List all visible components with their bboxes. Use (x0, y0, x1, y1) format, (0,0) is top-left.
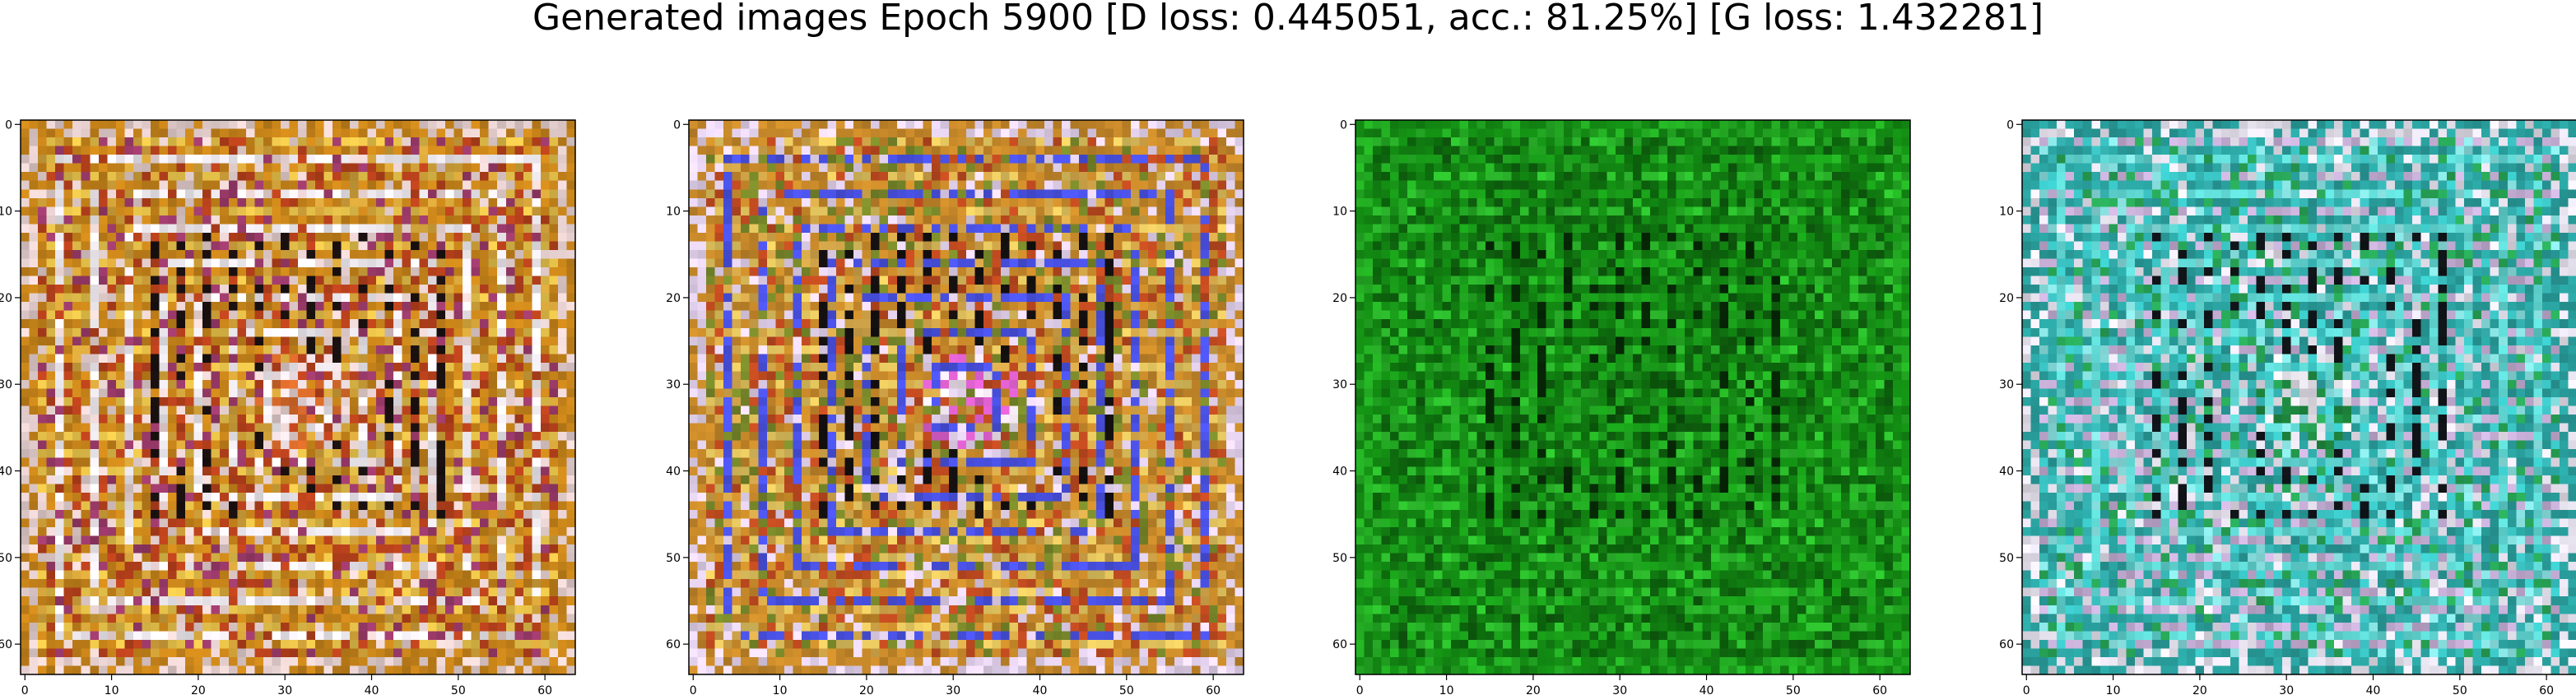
image-panel-1: 0 10 20 30 40 50 60 0 10 20 30 40 50 60 (0, 118, 576, 695)
generated-image-4 (2022, 120, 2576, 674)
y-tick-label: 40 (1332, 466, 1347, 479)
y-tick-label: 60 (666, 638, 681, 651)
image-panel-4: 0 10 20 30 40 50 60 0 10 20 30 40 50 60 (1999, 118, 2576, 695)
y-tick-label: 0 (5, 118, 12, 132)
x-tick-label: 40 (2366, 684, 2381, 695)
x-tick-label: 10 (2106, 684, 2121, 695)
y-tick-label: 10 (0, 206, 12, 219)
x-tick-label: 30 (2279, 684, 2294, 695)
x-tick-label: 30 (946, 684, 960, 695)
x-tick-label: 20 (859, 684, 874, 695)
x-tick-label: 60 (537, 684, 552, 695)
axes-frame (20, 119, 576, 675)
image-panel-2: 0 10 20 30 40 50 60 0 10 20 30 40 50 60 (666, 118, 1244, 695)
x-tick-label: 30 (1612, 684, 1627, 695)
axes-frame (2021, 119, 2576, 675)
y-tick-label: 20 (1999, 292, 2014, 305)
generated-image-2 (689, 120, 1244, 674)
y-tick-label: 30 (1332, 378, 1347, 392)
figure-title: Generated images Epoch 5900 [D loss: 0.4… (532, 0, 2044, 39)
y-tick-label: 40 (0, 466, 12, 479)
y-tick-label: 50 (1999, 552, 2014, 565)
y-tick-label: 40 (666, 466, 681, 479)
image-panel-3: 0 10 20 30 40 50 60 0 10 20 30 40 50 60 (1332, 118, 1911, 695)
x-tick-label: 0 (21, 684, 29, 695)
x-tick-label: 50 (2453, 684, 2467, 695)
x-tick-label: 40 (365, 684, 379, 695)
x-tick-label: 20 (2192, 684, 2207, 695)
x-tick-label: 60 (1206, 684, 1221, 695)
x-tick-label: 10 (105, 684, 119, 695)
y-tick-label: 30 (666, 378, 681, 392)
y-tick-label: 50 (0, 552, 12, 565)
y-tick-label: 0 (2006, 118, 2014, 132)
x-tick-label: 40 (1700, 684, 1714, 695)
y-tick-label: 30 (1999, 378, 2014, 392)
y-tick-label: 50 (666, 552, 681, 565)
x-tick-label: 30 (277, 684, 292, 695)
y-tick-label: 20 (1332, 292, 1347, 305)
x-tick-label: 10 (773, 684, 788, 695)
axes-frame (1355, 119, 1911, 675)
y-tick-label: 10 (1332, 206, 1347, 219)
axes-frame (688, 119, 1244, 675)
x-tick-label: 0 (2023, 684, 2030, 695)
x-tick-label: 20 (1526, 684, 1541, 695)
y-tick-label: 10 (1999, 206, 2014, 219)
x-tick-label: 0 (1356, 684, 1364, 695)
x-tick-label: 40 (1033, 684, 1048, 695)
x-tick-label: 50 (1786, 684, 1801, 695)
y-tick-label: 10 (666, 206, 681, 219)
y-tick-label: 60 (1999, 638, 2014, 651)
x-tick-label: 50 (1119, 684, 1134, 695)
y-tick-label: 20 (0, 292, 12, 305)
y-tick-label: 60 (0, 638, 12, 651)
y-tick-label: 50 (1332, 552, 1347, 565)
y-tick-label: 0 (673, 118, 681, 132)
y-tick-label: 40 (1999, 466, 2014, 479)
x-tick-label: 50 (451, 684, 466, 695)
generated-image-1 (21, 120, 575, 674)
y-tick-label: 30 (0, 378, 12, 392)
x-tick-label: 20 (191, 684, 206, 695)
x-tick-label: 60 (1872, 684, 1887, 695)
y-tick-label: 20 (666, 292, 681, 305)
y-tick-label: 0 (1340, 118, 1347, 132)
x-tick-label: 10 (1439, 684, 1454, 695)
x-tick-label: 0 (690, 684, 697, 695)
x-tick-label: 60 (2539, 684, 2554, 695)
y-tick-label: 60 (1332, 638, 1347, 651)
generated-image-3 (1355, 120, 1910, 674)
